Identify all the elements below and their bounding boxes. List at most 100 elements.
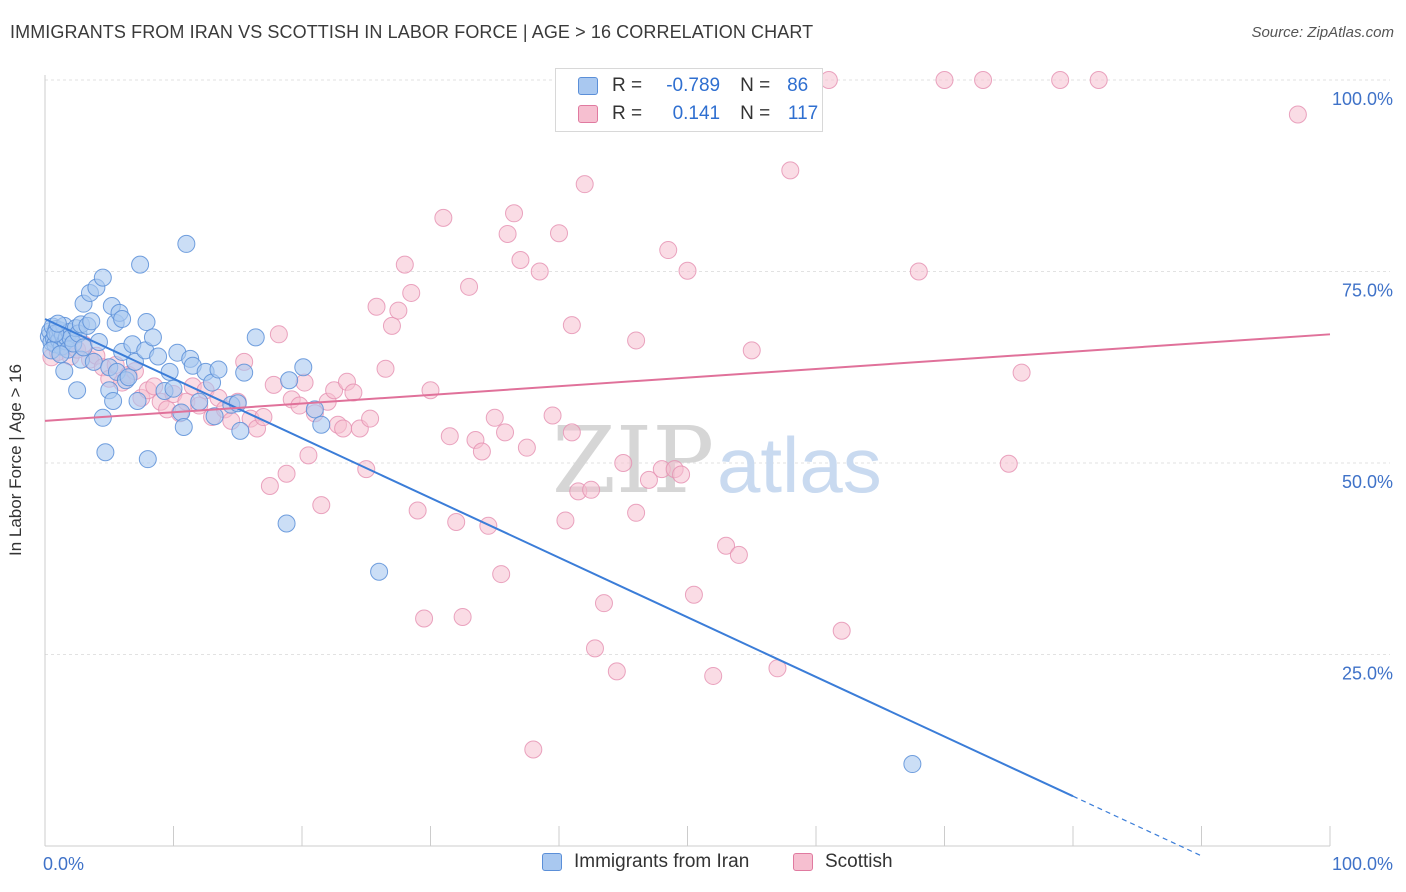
bottom-legend-iran[interactable]: Immigrants from Iran [542, 851, 749, 873]
scottish-point [832, 621, 851, 640]
scottish-point [395, 255, 414, 274]
iran-point [305, 400, 324, 419]
iran-point [149, 347, 168, 366]
scottish-point [485, 408, 504, 427]
scottish-legend-swatch [793, 853, 813, 871]
scottish-point [498, 224, 517, 243]
iran-point [294, 358, 313, 377]
scottish-point [729, 545, 748, 564]
scottish-point [376, 359, 395, 378]
scottish-point [530, 262, 549, 281]
scottish-point [434, 208, 453, 227]
iran-point [312, 415, 331, 434]
iran-swatch [578, 77, 598, 95]
iran-point [235, 363, 254, 382]
iran-point [82, 312, 101, 331]
x-tick-labels: 0.0% 100.0% [43, 854, 1393, 874]
iran-point [104, 391, 123, 410]
y-tick-label: 50.0% [1342, 472, 1393, 492]
scottish-point [582, 480, 601, 499]
scottish-point [367, 297, 386, 316]
y-tick-labels: 25.0% 50.0% 75.0% 100.0% [1332, 89, 1393, 684]
scottish-point [1012, 363, 1031, 382]
legend-r-label: R = [612, 75, 643, 96]
chart-title: IMMIGRANTS FROM IRAN VS SCOTTISH IN LABO… [10, 22, 814, 42]
iran-point [93, 268, 112, 287]
legend-row-iran: R = -0.789 N = 86 [578, 74, 808, 98]
iran-point [55, 362, 74, 381]
iran-trend-extension [1072, 795, 1202, 857]
scottish-point [974, 71, 993, 89]
iran-point [174, 417, 193, 436]
y-axis-title: In Labor Force | Age > 16 [6, 363, 25, 557]
scottish-point [607, 662, 626, 681]
scottish-point [614, 454, 633, 472]
scottish-point [295, 373, 314, 392]
scottish-point [562, 423, 581, 442]
scottish-point [1089, 71, 1108, 89]
scottish-point [440, 427, 459, 446]
scottish-point [704, 666, 723, 685]
scottish-point [517, 438, 536, 457]
iran-point [48, 314, 67, 333]
x-tick-label: 100.0% [1332, 854, 1393, 874]
iran-point [277, 514, 296, 533]
scottish-point [269, 325, 288, 344]
scottish-point [935, 71, 954, 89]
x-tick-label: 0.0% [43, 854, 84, 874]
iran-points [39, 234, 922, 774]
iran-legend-swatch [542, 853, 562, 871]
scottish-legend-label: Scottish [825, 851, 893, 872]
scottish-point [909, 262, 928, 281]
scottish-point [453, 607, 472, 626]
scottish-point [575, 175, 594, 194]
iran-point [246, 328, 265, 347]
scottish-point [678, 261, 697, 280]
scottish-point [639, 470, 658, 489]
legend-n-label: N = [740, 75, 771, 96]
scottish-point [312, 496, 331, 515]
iran-trend-line [44, 318, 1074, 798]
scottish-point [1051, 71, 1070, 89]
scottish-point [781, 161, 800, 180]
scottish-point [999, 454, 1018, 473]
scottish-point [511, 251, 530, 270]
iran-point [143, 328, 162, 347]
scottish-point [717, 536, 736, 555]
legend-n-label: N = [740, 103, 771, 124]
y-tick-label: 75.0% [1342, 281, 1393, 301]
iran-point [119, 368, 138, 387]
scottish-point [627, 503, 646, 522]
iran-point [96, 443, 115, 462]
iran-point [128, 391, 147, 410]
scottish-point [562, 316, 581, 335]
scottish-point [556, 511, 575, 530]
scottish-point [334, 419, 353, 438]
scottish-point [277, 464, 296, 483]
iran-point [209, 360, 228, 379]
iran-point [164, 379, 183, 398]
scottish-point [594, 594, 613, 613]
iran-point [74, 338, 93, 357]
scottish-n-value: 117 [787, 103, 819, 124]
correlation-legend: R = -0.789 N = 86 R = 0.141 N = 117 [555, 68, 823, 132]
scottish-point [402, 283, 421, 302]
scottish-point [344, 383, 363, 402]
iran-point [84, 352, 103, 371]
scottish-point [543, 406, 562, 425]
bottom-legend-scottish[interactable]: Scottish [793, 851, 893, 873]
iran-point [190, 392, 209, 411]
iran-n-value: 86 [787, 75, 809, 96]
scottish-point [1288, 105, 1307, 124]
scottish-point [389, 301, 408, 320]
legend-row-scottish: R = 0.141 N = 117 [578, 102, 818, 126]
scottish-point [264, 375, 283, 394]
scottish-point [585, 639, 604, 658]
scottish-point [299, 446, 318, 465]
source-credit: Source: ZipAtlas.com [1251, 24, 1394, 41]
iran-point [370, 562, 389, 581]
iran-point [51, 345, 70, 364]
iran-point [205, 407, 224, 426]
scottish-point [472, 442, 491, 461]
